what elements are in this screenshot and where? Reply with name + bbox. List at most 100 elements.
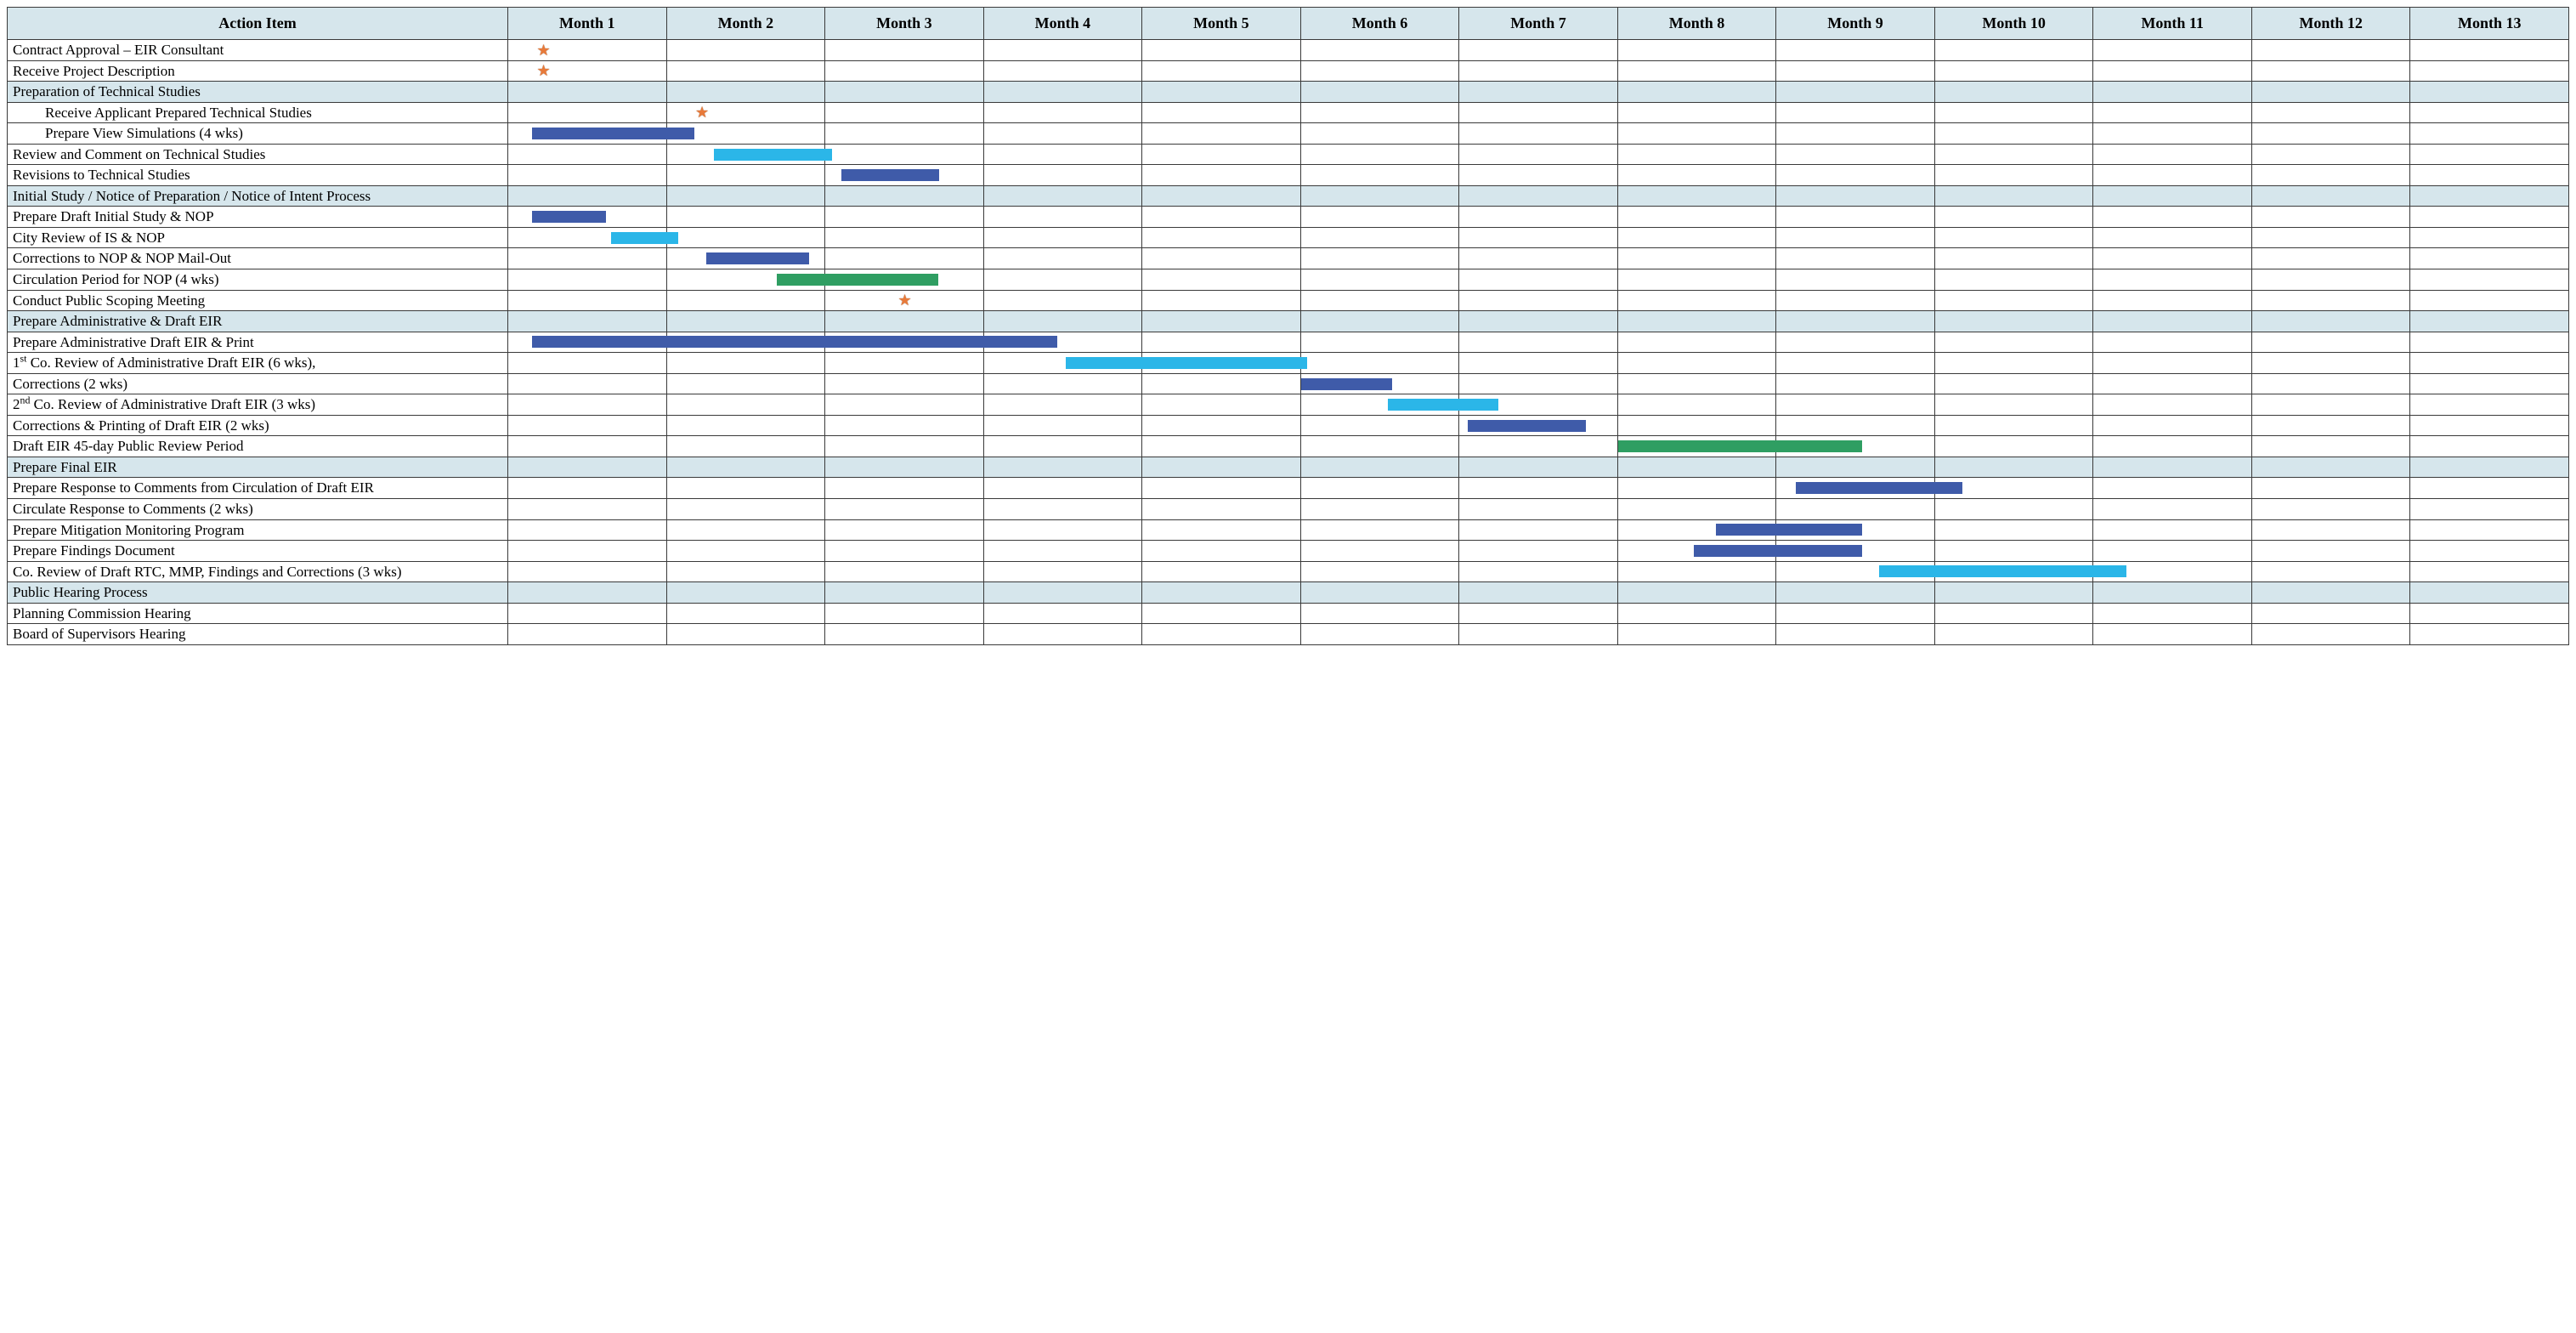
cell-m5 — [1142, 165, 1301, 186]
cell-m11 — [2093, 185, 2252, 207]
cell-m4 — [983, 436, 1142, 457]
cell-m2 — [666, 40, 825, 61]
cell-m1 — [508, 123, 667, 145]
cell-m13 — [2410, 123, 2569, 145]
cell-m5 — [1142, 332, 1301, 353]
row-label: City Review of IS & NOP — [8, 227, 508, 248]
gantt-bar — [532, 211, 606, 223]
cell-m12 — [2251, 353, 2410, 374]
task-row: Conduct Public Scoping Meeting★ — [8, 290, 2569, 311]
cell-m9 — [1776, 123, 1935, 145]
cell-m4 — [983, 290, 1142, 311]
task-row: Draft EIR 45-day Public Review Period — [8, 436, 2569, 457]
cell-m6 — [1300, 60, 1459, 82]
cell-m7 — [1459, 311, 1618, 332]
cell-m3 — [825, 394, 984, 416]
cell-m10 — [1934, 332, 2093, 353]
cell-m9 — [1776, 541, 1935, 562]
cell-m11 — [2093, 102, 2252, 123]
cell-m5 — [1142, 394, 1301, 416]
cell-m6 — [1300, 478, 1459, 499]
cell-m5 — [1142, 499, 1301, 520]
cell-m9 — [1776, 353, 1935, 374]
cell-m10 — [1934, 603, 2093, 624]
cell-m9 — [1776, 561, 1935, 582]
cell-m3 — [825, 102, 984, 123]
cell-m10 — [1934, 123, 2093, 145]
cell-m4 — [983, 332, 1142, 353]
cell-m8 — [1617, 499, 1776, 520]
cell-m7 — [1459, 624, 1618, 645]
cell-m4 — [983, 60, 1142, 82]
cell-m6 — [1300, 248, 1459, 269]
cell-m9 — [1776, 603, 1935, 624]
cell-m11 — [2093, 415, 2252, 436]
cell-m8 — [1617, 561, 1776, 582]
cell-m10 — [1934, 373, 2093, 394]
cell-m7 — [1459, 499, 1618, 520]
cell-m6 — [1300, 436, 1459, 457]
cell-m10 — [1934, 436, 2093, 457]
cell-m7 — [1459, 394, 1618, 416]
section-row: Prepare Final EIR — [8, 457, 2569, 478]
cell-m11 — [2093, 40, 2252, 61]
cell-m7 — [1459, 582, 1618, 604]
cell-m5 — [1142, 185, 1301, 207]
cell-m3 — [825, 185, 984, 207]
cell-m8 — [1617, 102, 1776, 123]
cell-m2 — [666, 185, 825, 207]
cell-m4 — [983, 123, 1142, 145]
header-month-7: Month 7 — [1459, 8, 1618, 40]
cell-m8 — [1617, 40, 1776, 61]
cell-m8 — [1617, 394, 1776, 416]
cell-m3 — [825, 541, 984, 562]
cell-m4 — [983, 311, 1142, 332]
task-row: 2nd Co. Review of Administrative Draft E… — [8, 394, 2569, 416]
section-row: Initial Study / Notice of Preparation / … — [8, 185, 2569, 207]
cell-m8 — [1617, 541, 1776, 562]
row-label: Prepare Response to Comments from Circul… — [8, 478, 508, 499]
cell-m8 — [1617, 248, 1776, 269]
cell-m10 — [1934, 478, 2093, 499]
cell-m13 — [2410, 478, 2569, 499]
cell-m1 — [508, 185, 667, 207]
cell-m11 — [2093, 311, 2252, 332]
cell-m13 — [2410, 415, 2569, 436]
cell-m3 — [825, 165, 984, 186]
cell-m6 — [1300, 185, 1459, 207]
task-row: Co. Review of Draft RTC, MMP, Findings a… — [8, 561, 2569, 582]
cell-m10 — [1934, 457, 2093, 478]
cell-m12 — [2251, 373, 2410, 394]
cell-m3 — [825, 478, 984, 499]
cell-m7 — [1459, 207, 1618, 228]
header-month-9: Month 9 — [1776, 8, 1935, 40]
cell-m12 — [2251, 394, 2410, 416]
cell-m2 — [666, 165, 825, 186]
cell-m2 — [666, 269, 825, 291]
row-label: Circulation Period for NOP (4 wks) — [8, 269, 508, 291]
cell-m5 — [1142, 60, 1301, 82]
cell-m4 — [983, 624, 1142, 645]
cell-m7 — [1459, 227, 1618, 248]
cell-m6 — [1300, 415, 1459, 436]
task-row: 1st Co. Review of Administrative Draft E… — [8, 353, 2569, 374]
cell-m10 — [1934, 165, 2093, 186]
cell-m7 — [1459, 102, 1618, 123]
cell-m7 — [1459, 123, 1618, 145]
cell-m2 — [666, 373, 825, 394]
task-row: Circulate Response to Comments (2 wks) — [8, 499, 2569, 520]
cell-m7 — [1459, 436, 1618, 457]
cell-m5 — [1142, 561, 1301, 582]
cell-m9 — [1776, 269, 1935, 291]
cell-m5 — [1142, 248, 1301, 269]
cell-m2 — [666, 227, 825, 248]
cell-m1 — [508, 290, 667, 311]
cell-m12 — [2251, 185, 2410, 207]
cell-m6 — [1300, 227, 1459, 248]
cell-m8 — [1617, 290, 1776, 311]
cell-m10 — [1934, 60, 2093, 82]
cell-m8 — [1617, 144, 1776, 165]
cell-m13 — [2410, 561, 2569, 582]
row-label: Initial Study / Notice of Preparation / … — [8, 185, 508, 207]
cell-m1 — [508, 207, 667, 228]
